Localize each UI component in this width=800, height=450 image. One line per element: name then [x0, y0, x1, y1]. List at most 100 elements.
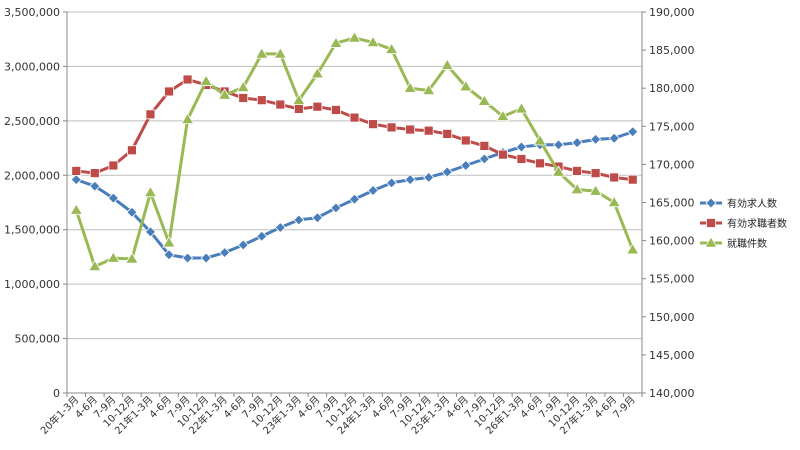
series-triangle — [69, 31, 640, 272]
data-point-square — [312, 101, 323, 112]
data-point-square — [275, 99, 286, 110]
data-point-diamond — [219, 247, 231, 259]
data-point-square — [145, 109, 156, 120]
data-point-diamond — [515, 141, 528, 153]
data-point-square — [442, 129, 453, 139]
data-point-triangle — [69, 203, 83, 215]
data-point-triangle — [366, 35, 380, 48]
series-diamond — [70, 126, 639, 264]
data-point-diamond — [608, 132, 620, 144]
data-point-diamond — [89, 180, 101, 192]
data-point-square — [108, 160, 119, 171]
data-point-diamond — [163, 249, 175, 261]
data-point-diamond — [627, 126, 639, 138]
left-y-axis-ticks: 0 500,000 1,000,000 1,500,000 2,000,000 2,500… — [4, 6, 67, 400]
right-tick-label: 140,000 — [649, 387, 695, 400]
data-point-triangle — [477, 94, 492, 106]
right-tick-label: 145,000 — [649, 349, 695, 362]
data-point-square — [590, 168, 601, 179]
data-point-square — [516, 154, 527, 164]
data-point-diamond — [590, 133, 602, 145]
data-point-square — [182, 74, 193, 85]
right-tick-label: 175,000 — [649, 120, 695, 133]
data-point-square — [497, 149, 508, 160]
data-point-triangle — [588, 184, 603, 196]
data-point-triangle — [106, 251, 121, 263]
data-point-square — [127, 145, 137, 156]
right-tick-label: 150,000 — [649, 311, 695, 324]
data-point-diamond — [107, 192, 119, 204]
data-point-diamond — [348, 193, 361, 205]
data-point-diamond — [404, 174, 416, 186]
data-point-square — [405, 124, 416, 135]
data-point-diamond — [705, 197, 717, 209]
left-tick-label: 1,000,000 — [4, 278, 60, 291]
data-point-diamond — [423, 171, 435, 184]
data-point-triangle — [533, 133, 547, 146]
data-point-diamond — [293, 214, 305, 226]
data-point-triangle — [607, 195, 621, 208]
data-point-triangle — [704, 236, 718, 248]
data-point-triangle — [403, 81, 417, 93]
data-point-triangle — [273, 47, 288, 59]
data-point-triangle — [143, 185, 158, 198]
left-tick-label: 1,500,000 — [4, 224, 60, 237]
data-point-square — [572, 166, 582, 176]
data-point-diamond — [200, 252, 212, 264]
left-tick-label: 500,000 — [15, 333, 61, 346]
data-point-triangle — [421, 83, 436, 96]
data-point-triangle — [217, 88, 232, 100]
data-point-square — [627, 174, 638, 185]
right-tick-label: 160,000 — [649, 235, 695, 248]
left-tick-label: 2,500,000 — [4, 115, 60, 128]
data-point-diamond — [311, 212, 323, 224]
data-point-diamond — [256, 230, 268, 242]
data-point-diamond — [571, 137, 583, 149]
data-point-triangle — [551, 165, 566, 177]
left-tick-label: 2,000,000 — [4, 169, 60, 182]
data-point-diamond — [367, 184, 379, 197]
right-tick-label: 165,000 — [649, 197, 695, 210]
data-point-diamond — [237, 239, 249, 251]
data-point-triangle — [440, 58, 454, 70]
data-point-square — [706, 218, 716, 228]
data-point-square — [479, 140, 490, 151]
legend-label: 有効求人数 — [727, 197, 777, 210]
right-y-axis-ticks: 140,000 145,000 150,000 155,000 160,000 165,0… — [642, 6, 695, 400]
data-point-triangle — [125, 252, 139, 264]
data-point-triangle — [496, 109, 510, 121]
data-point-square — [293, 103, 304, 114]
data-point-diamond — [441, 166, 453, 178]
data-point-diamond — [70, 174, 82, 186]
data-point-triangle — [88, 259, 102, 272]
data-point-square — [460, 135, 471, 146]
left-tick-label: 3,000,000 — [4, 60, 60, 73]
data-point-square — [256, 95, 267, 106]
data-point-diamond — [274, 221, 286, 234]
data-point-diamond — [181, 252, 194, 264]
series-line — [74, 36, 635, 269]
data-point-triangle — [199, 74, 213, 86]
data-point-square — [609, 172, 620, 183]
right-tick-label: 170,000 — [649, 158, 695, 171]
legend-label: 就職件数 — [727, 237, 767, 250]
data-point-square — [349, 112, 360, 123]
right-tick-label: 180,000 — [649, 82, 695, 95]
data-point-triangle — [329, 36, 343, 48]
data-point-diamond — [330, 202, 342, 214]
data-point-triangle — [292, 93, 306, 105]
series-line — [76, 77, 633, 182]
data-point-triangle — [384, 42, 399, 54]
data-point-square — [423, 125, 434, 136]
data-point-square — [71, 166, 82, 176]
right-tick-label: 190,000 — [649, 6, 695, 19]
data-point-triangle — [514, 101, 529, 114]
data-point-triangle — [459, 79, 473, 92]
data-point-diamond — [478, 153, 490, 165]
data-point-square — [89, 168, 100, 179]
left-tick-label: 3,500,000 — [4, 6, 60, 19]
data-point-square — [535, 158, 545, 169]
data-point-diamond — [126, 206, 138, 218]
